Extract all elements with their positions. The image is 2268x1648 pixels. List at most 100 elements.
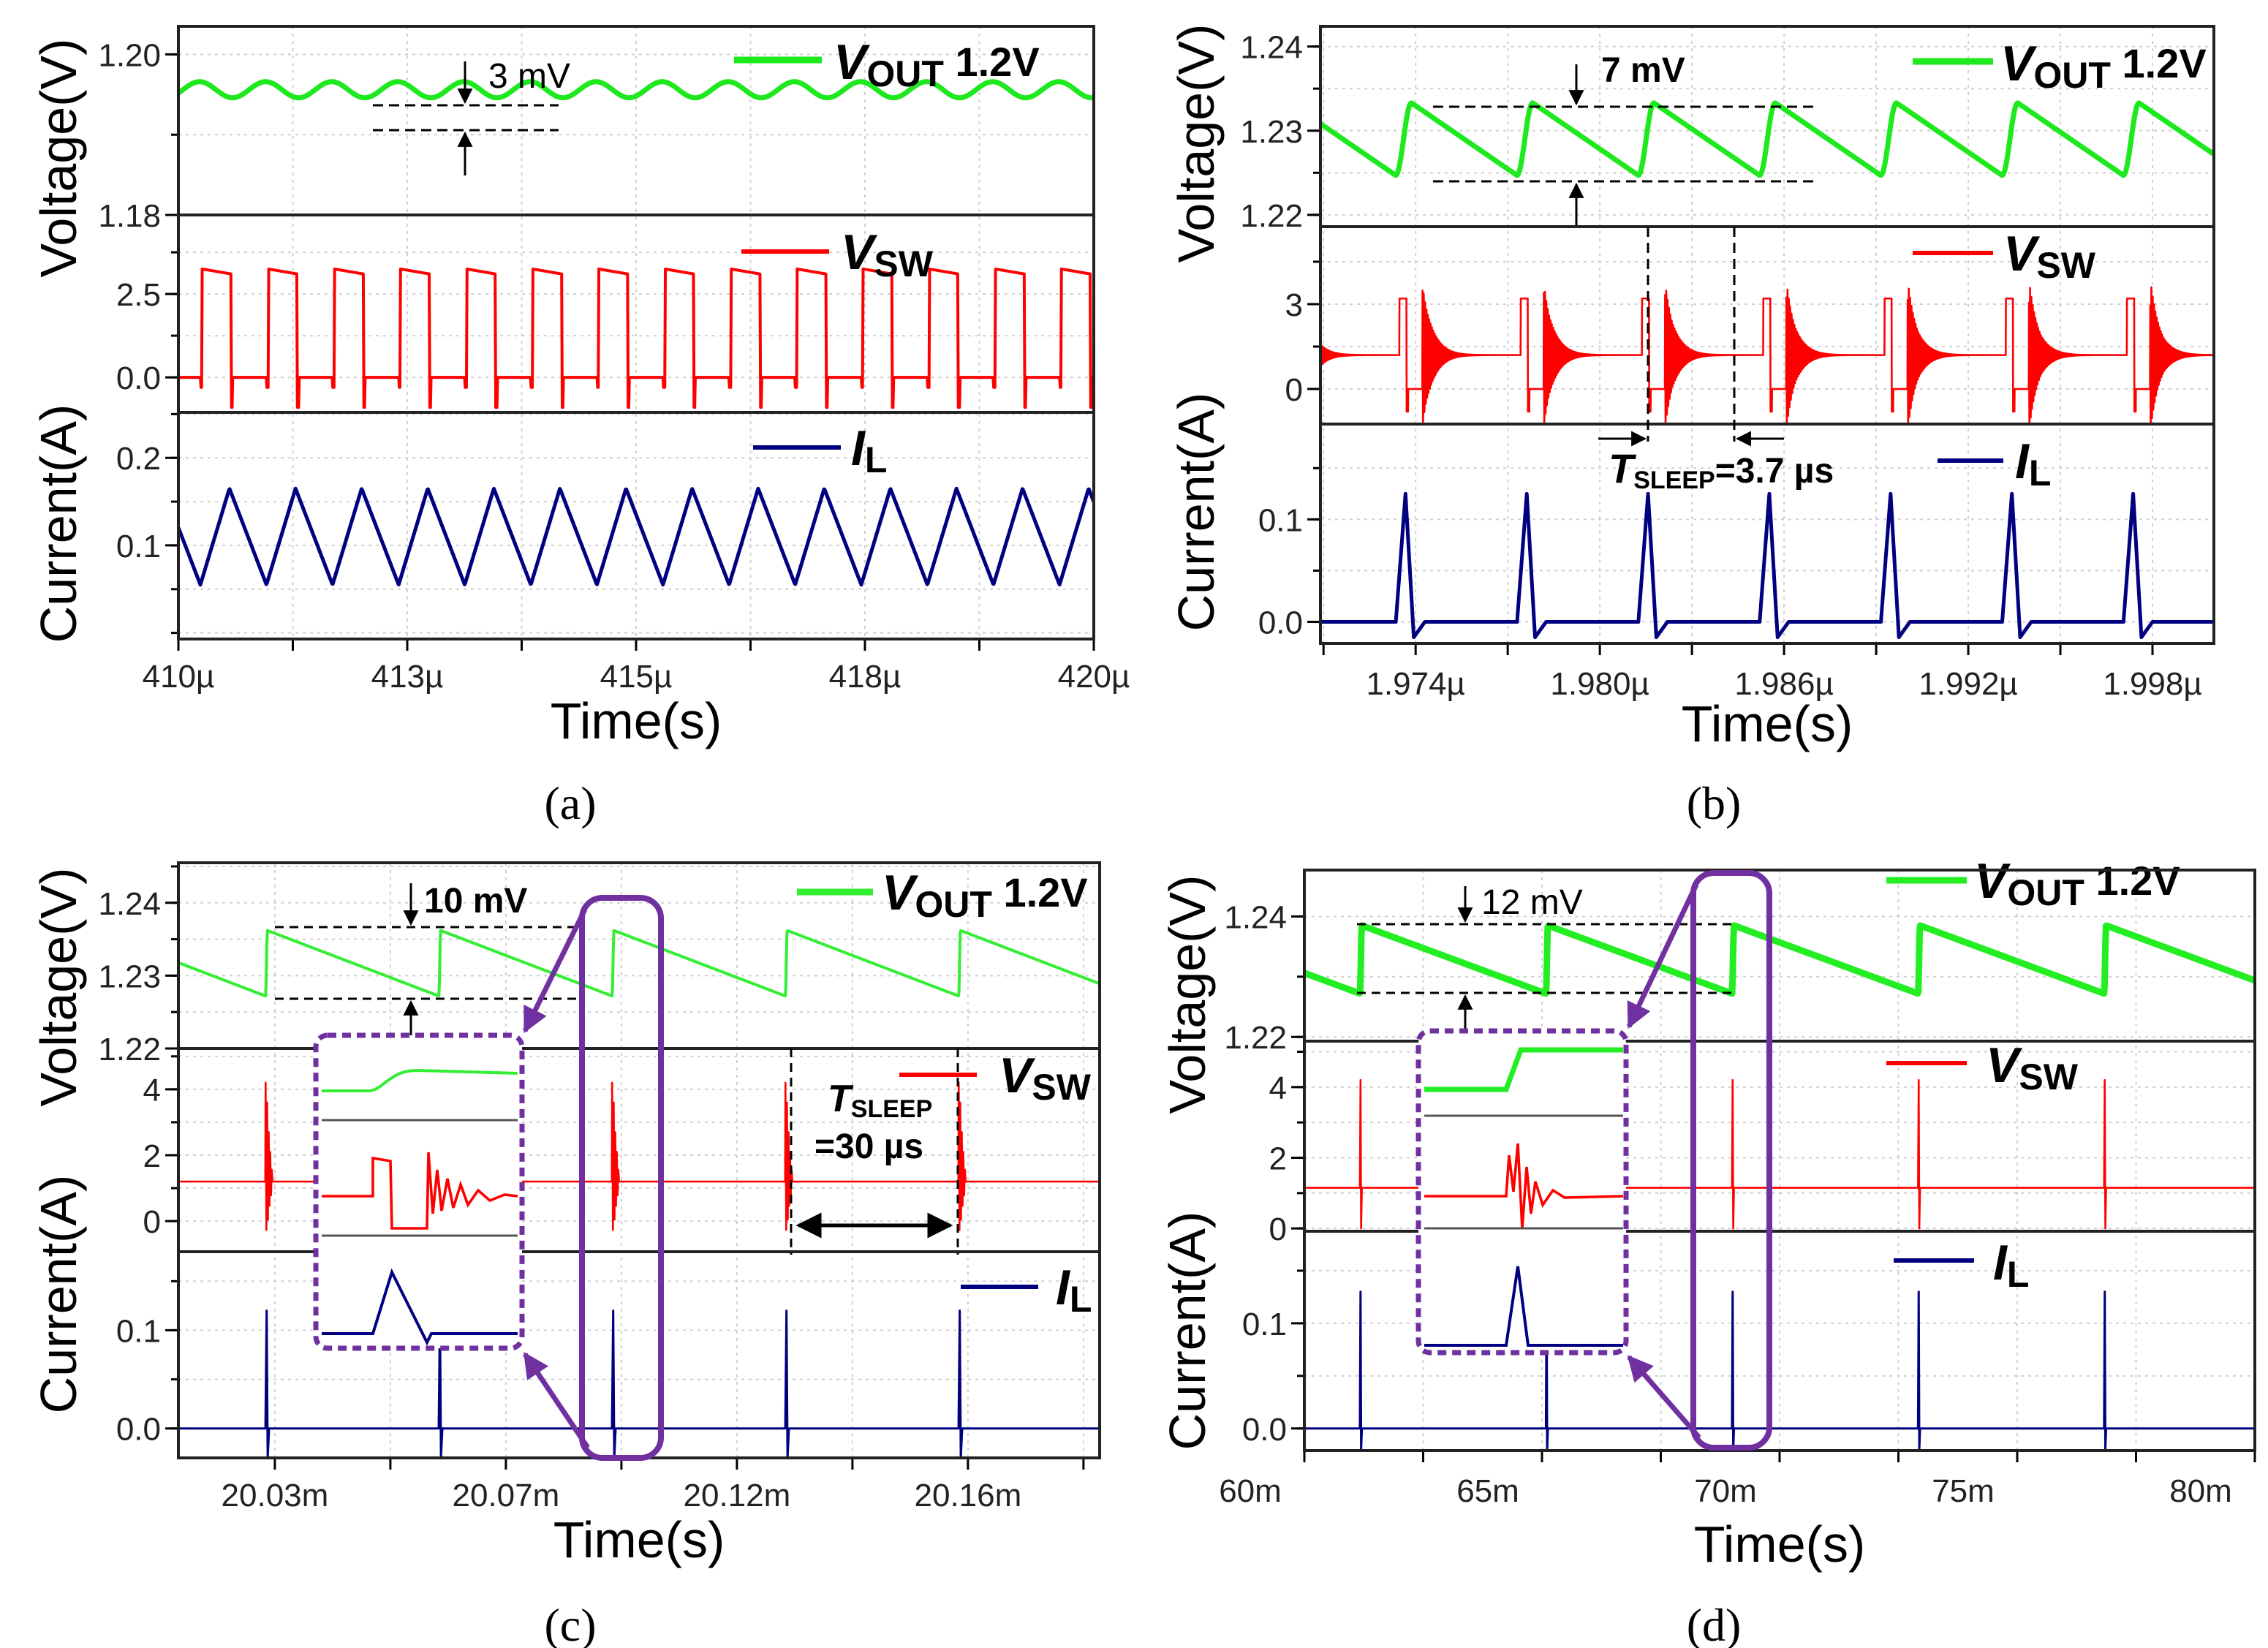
legend-subscript: L <box>1070 1279 1092 1320</box>
x-tick-label: 75m <box>1932 1473 1995 1509</box>
subplot-vout: 1.22 1.23 1.24 VOUT 1.2V <box>1240 25 2214 234</box>
panel-label: (a) <box>544 777 596 829</box>
tsleep-value: =3.7 µs <box>1715 452 1834 491</box>
legend-extra: 1.2V <box>992 869 1088 915</box>
legend-vout: VOUT 1.2V <box>797 865 1088 925</box>
x-axis-label: Time(s) <box>553 1511 725 1568</box>
subplot-vsw: 0.0 2.5 VSW <box>116 213 1094 409</box>
legend-symbol: I <box>2015 434 2030 489</box>
x-tick-label: 1.992µ <box>1919 666 2017 702</box>
y-tick-label: 1.24 <box>1240 30 1303 66</box>
x-tick-label: 418µ <box>829 659 901 695</box>
x-tick-label: 1.974µ <box>1366 666 1464 702</box>
subplot-il: 0.1 0.2 IL <box>116 411 1094 635</box>
trace-vsw <box>1304 1078 2255 1230</box>
subplot-vout: 1.22 1.23 1.24 VOUT 1.2V <box>98 861 1100 1067</box>
tsleep-label-b: TSLEEP=3.7 µs <box>1609 445 1834 494</box>
ripple-annotation-c <box>275 883 959 1255</box>
panel-label: (b) <box>1687 777 1742 829</box>
legend-vsw: VSW <box>1913 226 2096 286</box>
tsleep-symbol: T <box>828 1078 854 1120</box>
tsleep-subscript: SLEEP <box>851 1095 932 1123</box>
ripple-label-a: 3 mV <box>488 57 570 96</box>
chart-panel-b: 1.974µ 1.980µ 1.986µ 1.992µ 1.998µ1.221.231.… <box>1168 24 2215 829</box>
x-axis-label: Time(s) <box>1682 695 1853 752</box>
legend-subscript: L <box>2007 1254 2030 1295</box>
legend-subscript: OUT <box>915 884 992 925</box>
y-tick-label: 1.22 <box>1240 198 1303 234</box>
legend-label: VSW <box>841 224 934 284</box>
legend-symbol: V <box>2000 36 2038 91</box>
y-tick-label: 0.0 <box>1258 605 1303 641</box>
x-tick-label: 20.16m <box>915 1478 1022 1513</box>
y-tick-label: 1.20 <box>98 37 161 73</box>
trace-il <box>178 1309 1100 1458</box>
ripple-annotation-b <box>1433 64 1813 447</box>
legend-subscript: OUT <box>2007 872 2084 913</box>
legend-subscript: SW <box>2036 245 2095 286</box>
y-axis-label-current: Current(A) <box>1168 393 1225 632</box>
x-tick-label: 70m <box>1694 1473 1757 1509</box>
y-axis-label-voltage: Voltage(V) <box>30 39 87 278</box>
y-tick-label: 3 <box>1285 287 1303 323</box>
legend-label: IL <box>2015 434 2051 494</box>
subplot-il: 0.0 0.1 IL <box>1242 1230 2255 1451</box>
legend-extra: 1.2V <box>2111 40 2207 86</box>
y-tick-label: 0.0 <box>1242 1412 1287 1448</box>
legend-subscript: SW <box>874 243 933 284</box>
x-tick-label: 20.07m <box>453 1478 560 1513</box>
legend-label: VSW <box>999 1048 1092 1108</box>
legend-symbol: V <box>1986 1037 2023 1093</box>
trace-vsw <box>178 1081 1100 1231</box>
panel-label: (c) <box>544 1599 596 1648</box>
x-tick-label: 1.980µ <box>1550 666 1649 702</box>
legend-vout: VOUT 1.2V <box>1913 36 2207 96</box>
legend-vsw: VSW <box>899 1048 1092 1108</box>
legend-label: VOUT 1.2V <box>1974 853 2180 913</box>
legend-subscript: SW <box>2019 1057 2078 1097</box>
legend-symbol: I <box>1056 1260 1071 1315</box>
y-tick-label: 0 <box>143 1204 161 1240</box>
legend-label: IL <box>851 420 887 480</box>
x-tick-label: 65m <box>1456 1473 1519 1509</box>
trace-vout <box>178 79 1094 101</box>
legend-subscript: OUT <box>2033 55 2111 96</box>
x-tick-label: 60m <box>1219 1473 1282 1509</box>
legend-extra: 1.2V <box>2084 858 2180 904</box>
legend-vout: VOUT 1.2V <box>1886 853 2180 913</box>
y-tick-label: 1.23 <box>1240 114 1303 150</box>
subplot-il: 0.0 0.1 IL <box>1258 423 2214 641</box>
x-tick-label: 1.998µ <box>2103 666 2201 702</box>
legend-extra: 1.2V <box>944 39 1040 85</box>
ripple-label-b: 7 mV <box>1601 51 1685 90</box>
y-tick-label: 0.1 <box>1242 1307 1287 1342</box>
legend-subscript: L <box>2029 453 2052 494</box>
y-axis-label-voltage: Voltage(V) <box>1168 24 1225 263</box>
zoom-inset-d <box>1415 870 1772 1451</box>
trace-il <box>1320 491 2214 640</box>
y-axis-label-current: Current(A) <box>1159 1212 1216 1451</box>
trace-vout <box>1320 100 2214 178</box>
subplot-il: 0.0 0.1 IL <box>116 1250 1100 1458</box>
y-tick-label: 1.24 <box>1224 899 1287 935</box>
zoom-inset-c <box>313 895 664 1461</box>
x-tick-label: 415µ <box>600 659 673 695</box>
plot-frame <box>1319 25 2215 645</box>
legend-label: VOUT 1.2V <box>882 865 1088 925</box>
x-tick-label: 20.03m <box>222 1478 329 1513</box>
trace-vsw <box>178 267 1094 409</box>
subplot-vsw: 0 3 VSW <box>1285 225 2214 424</box>
ripple-annotation-d <box>1357 886 1737 1029</box>
y-tick-label: 0.2 <box>116 441 161 477</box>
legend-vout: VOUT 1.2V <box>734 34 1040 94</box>
legend-symbol: V <box>834 34 871 90</box>
legend-symbol: I <box>851 420 866 476</box>
legend-label: VSW <box>2003 226 2096 286</box>
x-tick-label: 410µ <box>143 659 215 695</box>
y-axis-label-voltage: Voltage(V) <box>30 868 87 1107</box>
subplot-vout: 1.22 1.24 VOUT 1.2V <box>1224 853 2255 1056</box>
plot-frame <box>1303 869 2256 1452</box>
